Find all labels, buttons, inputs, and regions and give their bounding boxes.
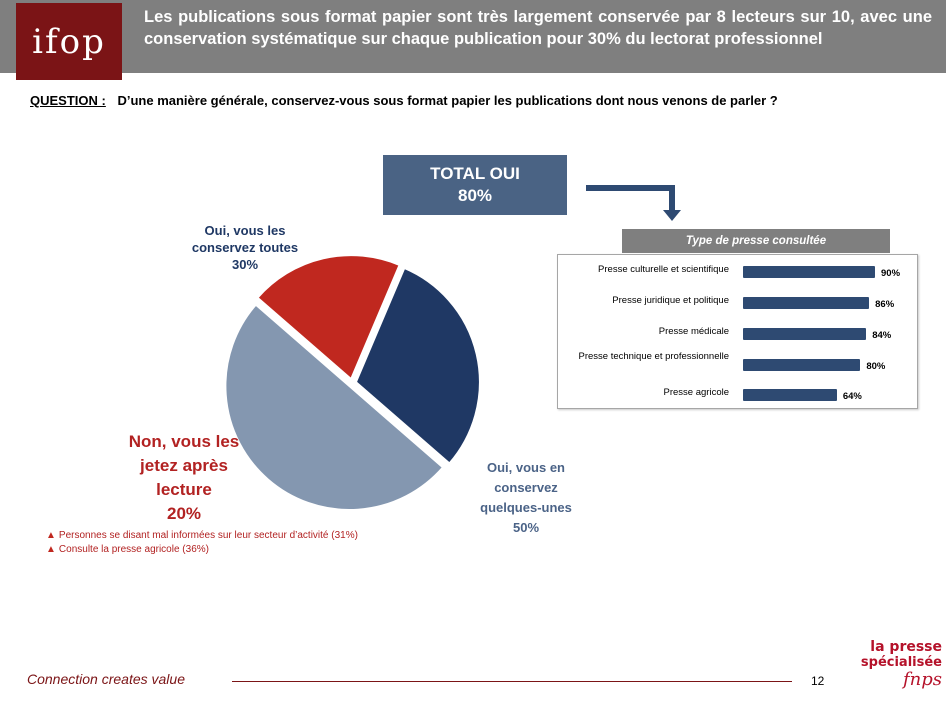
note-item: ▲ Consulte la presse agricole (36%)	[46, 544, 209, 555]
bar-category-label: Presse médicale	[658, 326, 729, 337]
bar-category-label: Presse culturelle et scientifique	[598, 264, 729, 275]
ifop-logo: ifop	[16, 3, 122, 80]
bar	[743, 328, 867, 340]
bar-panel-title: Type de presse consultée	[622, 229, 890, 253]
bar-value-label: 80%	[866, 361, 886, 372]
bar	[743, 389, 837, 401]
pie-slice-quelques-unes	[224, 303, 445, 511]
footer-divider	[232, 681, 792, 682]
bar-value-label: 84%	[872, 330, 892, 341]
title-bar	[0, 0, 946, 73]
question: QUESTION : D’une manière générale, conse…	[30, 93, 930, 108]
question-text: D’une manière générale, conservez-vous s…	[117, 93, 778, 108]
bar-category-label: Presse juridique et politique	[612, 295, 729, 306]
la-presse-specialisee-logo: la presse spécialisée fnps	[860, 639, 942, 690]
bar-chart-panel: Presse culturelle et scientifique 90% Pres…	[557, 254, 918, 409]
total-oui-value: 80%	[457, 186, 493, 205]
total-oui-box: TOTAL OUI 80%	[383, 155, 567, 215]
pie-label-quelques-unes: Oui, vous en conservez quelques-unes 50%	[480, 460, 572, 535]
pie-label-jetez: Non, vous les jetez après lecture 20%	[128, 432, 240, 523]
bar-category-label: Presse agricole	[663, 387, 729, 398]
pie-label-conservez-toutes: Oui, vous les conservez toutes 30%	[191, 223, 299, 272]
page-number: 12	[811, 674, 825, 688]
bar-value-label: 86%	[875, 299, 895, 310]
triangle-up-icon: ▲	[46, 530, 56, 541]
note-item: ▲ Personnes se disant mal informées sur l…	[46, 530, 358, 541]
total-oui-label: TOTAL OUI	[430, 164, 520, 183]
bar	[743, 266, 875, 278]
pie-slice-jetez	[256, 254, 401, 381]
bar-value-label: 64%	[842, 391, 862, 402]
bar-category-label: Presse technique et professionnelle	[578, 351, 729, 362]
footer-tagline: Connection creates value	[27, 671, 185, 687]
bar	[743, 359, 861, 371]
pie-slice-conservez-toutes	[354, 266, 481, 465]
triangle-up-icon: ▲	[46, 544, 56, 555]
question-label: QUESTION :	[30, 93, 106, 108]
slide-headline: Les publications sous format papier sont…	[144, 8, 932, 48]
bar	[743, 297, 870, 309]
significance-notes: ▲ Personnes se disant mal informées sur l…	[46, 529, 358, 557]
bar-value-label: 90%	[881, 268, 901, 279]
arrow-icon	[586, 185, 681, 221]
